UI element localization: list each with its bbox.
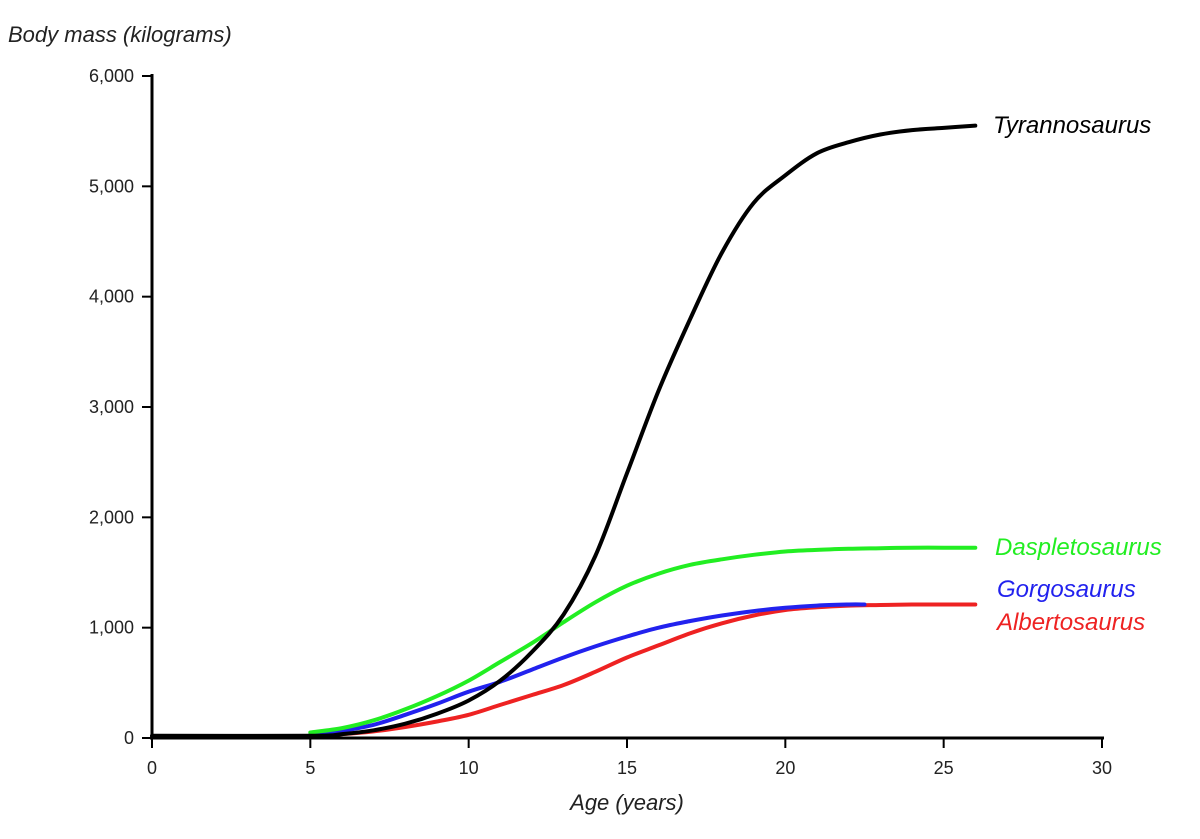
series-label-gorgosaurus: Gorgosaurus bbox=[997, 576, 1136, 603]
y-tick-label: 0 bbox=[124, 728, 134, 748]
x-tick-label: 5 bbox=[305, 758, 315, 778]
series-line-tyrannosaurus bbox=[150, 123, 978, 738]
y-tick-label: 5,000 bbox=[89, 176, 134, 196]
series-label-tyrannosaurus: Tyrannosaurus bbox=[993, 112, 1151, 139]
x-axis-title: Age (years) bbox=[568, 790, 684, 815]
axes: 0 1,000 2,000 3,000 4,000 5,000 6,000 0 5 10 15 20 2… bbox=[89, 66, 1112, 778]
series-labels: Tyrannosaurus Daspletosaurus Gorgosaurus Al… bbox=[993, 112, 1162, 636]
y-tick-label: 1,000 bbox=[89, 618, 134, 638]
y-tick-label: 3,000 bbox=[89, 397, 134, 417]
x-tick-label: 10 bbox=[459, 758, 479, 778]
series-label-daspletosaurus: Daspletosaurus bbox=[995, 534, 1162, 561]
y-tick-label: 4,000 bbox=[89, 287, 134, 307]
y-tick-label: 2,000 bbox=[89, 507, 134, 527]
series-lines bbox=[150, 123, 978, 738]
x-tick-label: 30 bbox=[1092, 758, 1112, 778]
x-tick-label: 0 bbox=[147, 758, 157, 778]
x-tick-label: 15 bbox=[617, 758, 637, 778]
y-axis-title: Body mass (kilograms) bbox=[8, 22, 232, 47]
series-label-albertosaurus: Albertosaurus bbox=[995, 609, 1145, 636]
series-line-daspletosaurus bbox=[308, 545, 978, 735]
x-tick-label: 20 bbox=[775, 758, 795, 778]
y-tick-label: 6,000 bbox=[89, 66, 134, 86]
x-tick-label: 25 bbox=[934, 758, 954, 778]
series-line-gorgosaurus bbox=[308, 602, 867, 737]
series-line-albertosaurus bbox=[308, 602, 978, 738]
